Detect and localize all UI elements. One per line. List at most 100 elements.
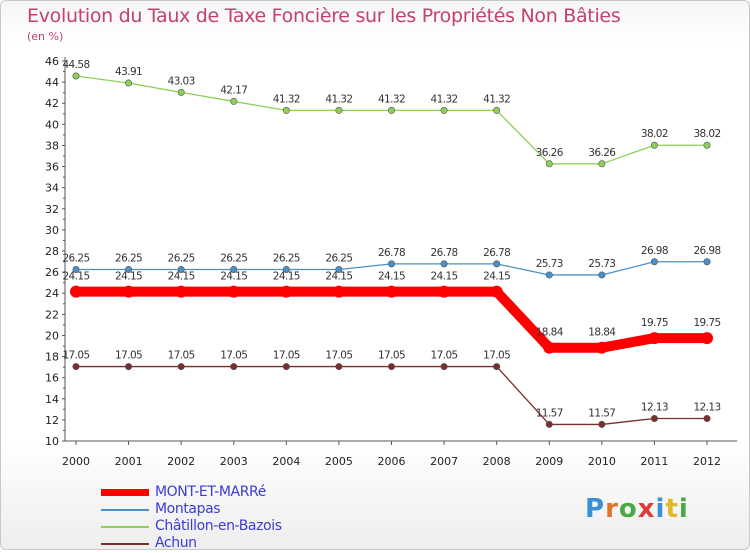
data-point <box>598 271 606 279</box>
data-label: 38.02 <box>641 128 668 140</box>
x-tick-label: 2007 <box>430 455 458 468</box>
data-point <box>545 271 553 279</box>
data-point <box>122 285 135 298</box>
data-point <box>230 363 238 371</box>
data-point <box>125 363 133 371</box>
data-point <box>595 341 608 354</box>
chart-title: Evolution du Taux de Taxe Foncière sur l… <box>27 5 621 27</box>
data-label: 26.78 <box>431 247 458 259</box>
data-label: 17.05 <box>431 350 458 362</box>
data-label: 17.05 <box>62 350 89 362</box>
data-point <box>703 258 711 266</box>
chart-axes: 10 12 14 16 18 20 22 24 26 28 30 32 34 36 38 40 42 44 46 20… <box>45 55 737 468</box>
data-label: 24.15 <box>62 271 89 283</box>
data-label: 24.15 <box>220 271 247 283</box>
y-tick-label: 36 <box>45 161 59 174</box>
data-point <box>650 415 658 423</box>
y-tick-label: 42 <box>45 97 59 110</box>
y-tick-label: 26 <box>45 266 59 279</box>
data-label: 24.15 <box>325 271 352 283</box>
data-point <box>648 332 661 345</box>
data-label: 24.15 <box>431 271 458 283</box>
data-point <box>230 97 238 105</box>
x-tick-label: 2008 <box>483 455 511 468</box>
data-label: 26.78 <box>378 247 405 259</box>
data-point <box>70 285 82 298</box>
logo-letter: i <box>678 494 689 524</box>
data-point <box>650 258 658 266</box>
data-point <box>387 106 395 114</box>
data-point <box>440 260 448 268</box>
data-label: 38.02 <box>693 128 720 140</box>
data-label: 17.05 <box>378 350 405 362</box>
x-tick-label: 2011 <box>640 455 668 468</box>
logo-letter: o <box>618 494 638 524</box>
legend-label: Montapas <box>155 501 221 517</box>
data-label: 17.05 <box>483 350 510 362</box>
data-label: 26.98 <box>641 245 668 257</box>
series-line <box>71 286 712 353</box>
data-label: 25.73 <box>536 258 563 270</box>
data-point <box>125 79 133 87</box>
data-point <box>282 106 290 114</box>
data-label: 43.03 <box>168 75 195 87</box>
data-point <box>282 363 290 371</box>
data-point <box>125 265 133 273</box>
legend-swatch <box>101 509 149 511</box>
x-tick-label: 2005 <box>325 455 353 468</box>
chart-unit: (en %) <box>27 30 64 43</box>
data-label: 41.32 <box>378 93 405 105</box>
data-label: 26.25 <box>273 252 300 264</box>
proxiti-logo: Proxiti <box>585 494 689 524</box>
y-tick-label: 10 <box>45 435 59 448</box>
y-tick-label: 40 <box>45 118 59 131</box>
data-point <box>335 363 343 371</box>
data-label: 12.13 <box>641 402 668 414</box>
data-point <box>387 363 395 371</box>
data-point <box>703 415 711 423</box>
data-label: 25.73 <box>588 258 615 270</box>
data-label: 24.15 <box>483 271 510 283</box>
data-label: 42.17 <box>220 84 247 96</box>
series-lines <box>70 72 713 428</box>
data-point <box>177 363 185 371</box>
data-label: 26.25 <box>220 252 247 264</box>
legend-label: MONT-ET-MARRé <box>155 484 266 500</box>
data-label: 36.26 <box>536 147 564 159</box>
legend-label: Achun <box>155 535 197 551</box>
y-tick-label: 22 <box>45 308 59 321</box>
logo-letter: r <box>605 494 619 524</box>
data-label: 18.84 <box>588 327 616 339</box>
data-label: 44.58 <box>62 59 89 71</box>
y-tick-label: 44 <box>45 76 59 89</box>
data-point <box>387 260 395 268</box>
data-point <box>280 285 293 298</box>
data-label: 17.05 <box>273 350 300 362</box>
y-tick-label: 30 <box>45 224 59 237</box>
data-point <box>175 285 188 298</box>
legend-swatch <box>101 489 149 496</box>
y-tick-label: 46 <box>45 55 59 68</box>
data-point <box>490 285 503 298</box>
legend-label: Châtillon-en-Bazois <box>155 518 282 534</box>
data-label: 11.57 <box>588 407 615 419</box>
x-tick-label: 2006 <box>378 455 406 468</box>
data-label: 18.84 <box>536 327 564 339</box>
data-point <box>177 88 185 96</box>
x-tick-label: 2003 <box>220 455 248 468</box>
data-label: 24.15 <box>273 271 300 283</box>
data-point <box>177 265 185 273</box>
data-point <box>385 285 398 298</box>
data-label: 24.15 <box>378 271 405 283</box>
data-point <box>493 260 501 268</box>
data-label: 41.32 <box>325 93 352 105</box>
data-label: 17.05 <box>115 350 142 362</box>
data-point <box>72 72 80 80</box>
data-label: 26.98 <box>693 245 720 257</box>
data-point <box>335 265 343 273</box>
data-labels: 24.15 24.15 24.15 24.15 24.15 24.15 24.15 24.15… <box>62 59 721 419</box>
data-point <box>72 265 80 273</box>
y-tick-label: 32 <box>45 203 59 216</box>
data-point <box>282 265 290 273</box>
data-point <box>230 265 238 273</box>
